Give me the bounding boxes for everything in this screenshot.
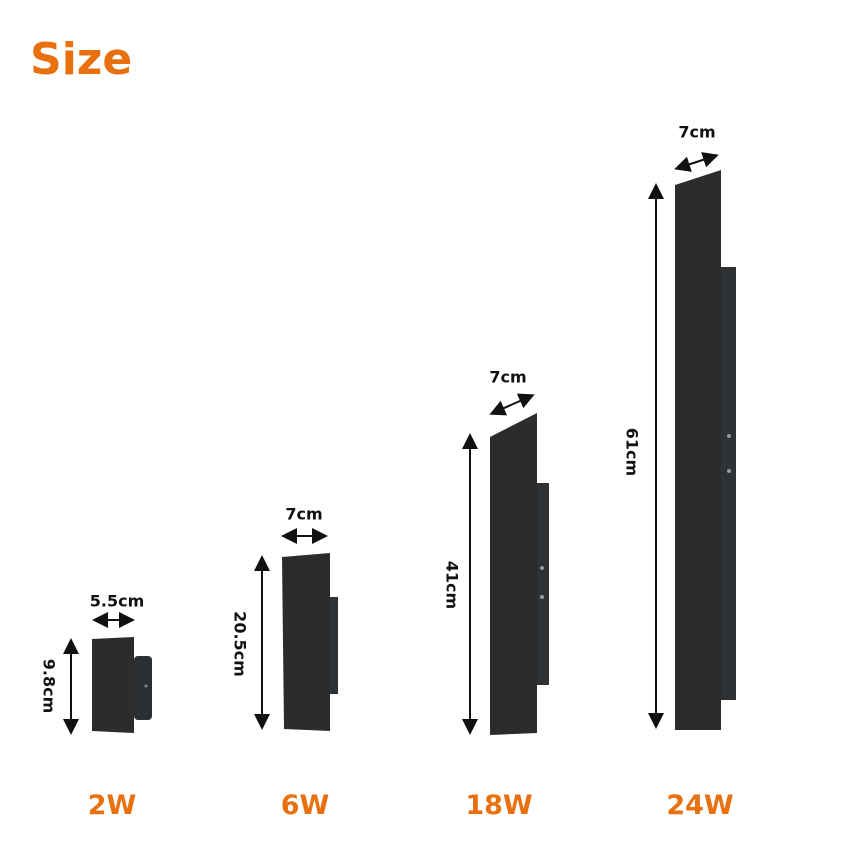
width-arrow — [489, 393, 535, 416]
width-label-2w: 5.5cm — [89, 591, 145, 611]
width-label-18w: 7cm — [489, 367, 527, 387]
power-label-6w: 6W — [280, 790, 330, 821]
width-arrow — [674, 152, 719, 172]
height-label-2w: 9.8cm — [39, 658, 59, 714]
height-label-24w: 61cm — [622, 427, 642, 477]
lamp-24w — [648, 152, 736, 730]
power-label-18w: 18W — [465, 790, 533, 821]
width-label-24w: 7cm — [678, 122, 716, 142]
lamp-6w — [254, 528, 338, 731]
lamp-2w — [63, 612, 152, 735]
lamp-18w — [462, 393, 549, 735]
width-label-6w: 7cm — [285, 504, 323, 524]
height-label-6w: 20.5cm — [230, 611, 250, 677]
power-label-2w: 2W — [87, 790, 137, 821]
page-title: Size — [30, 34, 133, 85]
height-label-18w: 41cm — [442, 560, 462, 610]
power-label-24w: 24W — [666, 790, 734, 821]
